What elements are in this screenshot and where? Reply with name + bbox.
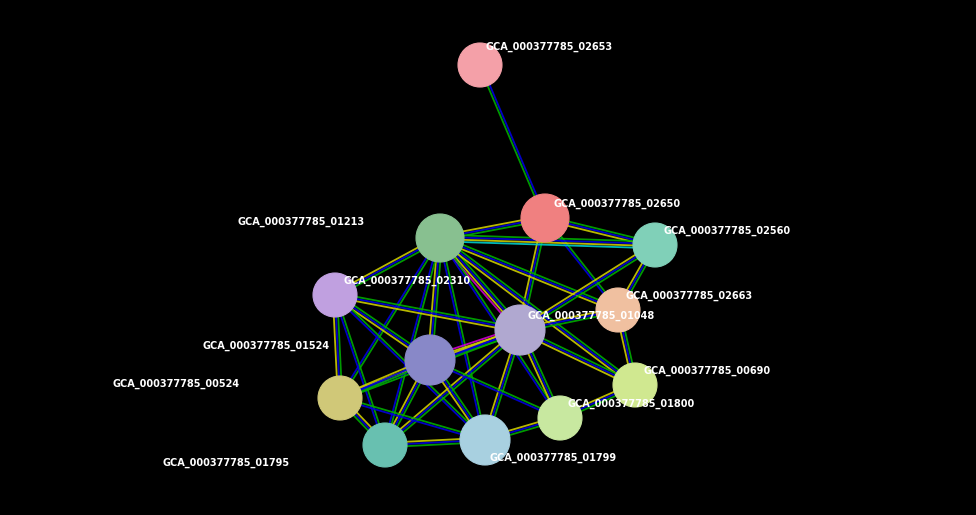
Text: GCA_000377785_02653: GCA_000377785_02653 (485, 42, 612, 52)
Text: GCA_000377785_02560: GCA_000377785_02560 (663, 226, 791, 236)
Text: GCA_000377785_00690: GCA_000377785_00690 (643, 366, 770, 376)
Text: GCA_000377785_00524: GCA_000377785_00524 (113, 379, 240, 389)
Circle shape (633, 223, 677, 267)
Circle shape (495, 305, 545, 355)
Text: GCA_000377785_01795: GCA_000377785_01795 (163, 458, 290, 468)
Circle shape (416, 214, 464, 262)
Text: GCA_000377785_01524: GCA_000377785_01524 (203, 341, 330, 351)
Text: GCA_000377785_01213: GCA_000377785_01213 (238, 217, 365, 227)
Text: GCA_000377785_01800: GCA_000377785_01800 (568, 399, 695, 409)
Circle shape (313, 273, 357, 317)
Text: GCA_000377785_02310: GCA_000377785_02310 (343, 276, 470, 286)
Text: GCA_000377785_01048: GCA_000377785_01048 (528, 311, 655, 321)
Circle shape (596, 288, 640, 332)
Circle shape (460, 415, 510, 465)
Text: GCA_000377785_02663: GCA_000377785_02663 (626, 291, 753, 301)
Circle shape (538, 396, 582, 440)
Text: GCA_000377785_02650: GCA_000377785_02650 (553, 199, 680, 209)
Circle shape (613, 363, 657, 407)
Circle shape (521, 194, 569, 242)
Circle shape (405, 335, 455, 385)
Circle shape (363, 423, 407, 467)
Text: GCA_000377785_01799: GCA_000377785_01799 (490, 453, 617, 463)
Circle shape (458, 43, 502, 87)
Circle shape (318, 376, 362, 420)
